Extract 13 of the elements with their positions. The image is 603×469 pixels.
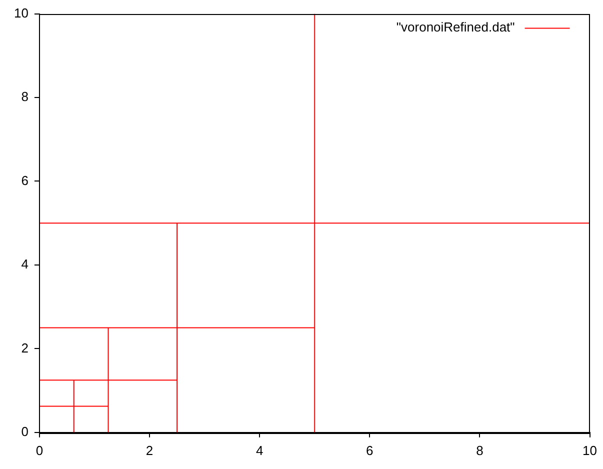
y-tick-label: 6 bbox=[21, 172, 28, 188]
x-tick-label: 4 bbox=[256, 442, 264, 458]
y-tick-label: 0 bbox=[21, 424, 28, 439]
y-tick-label: 2 bbox=[21, 340, 28, 356]
x-tick-label: 10 bbox=[582, 442, 598, 458]
y-tick-label: 10 bbox=[14, 5, 28, 20]
x-tick-label: 6 bbox=[366, 442, 374, 458]
y-tick-label: 8 bbox=[21, 89, 28, 104]
x-tick-label: 0 bbox=[36, 442, 44, 458]
x-tick-label: 2 bbox=[146, 442, 154, 458]
legend-label: "voronoiRefined.dat" bbox=[396, 19, 516, 34]
x-tick-label: 8 bbox=[476, 442, 484, 458]
y-tick-label: 4 bbox=[21, 256, 28, 272]
